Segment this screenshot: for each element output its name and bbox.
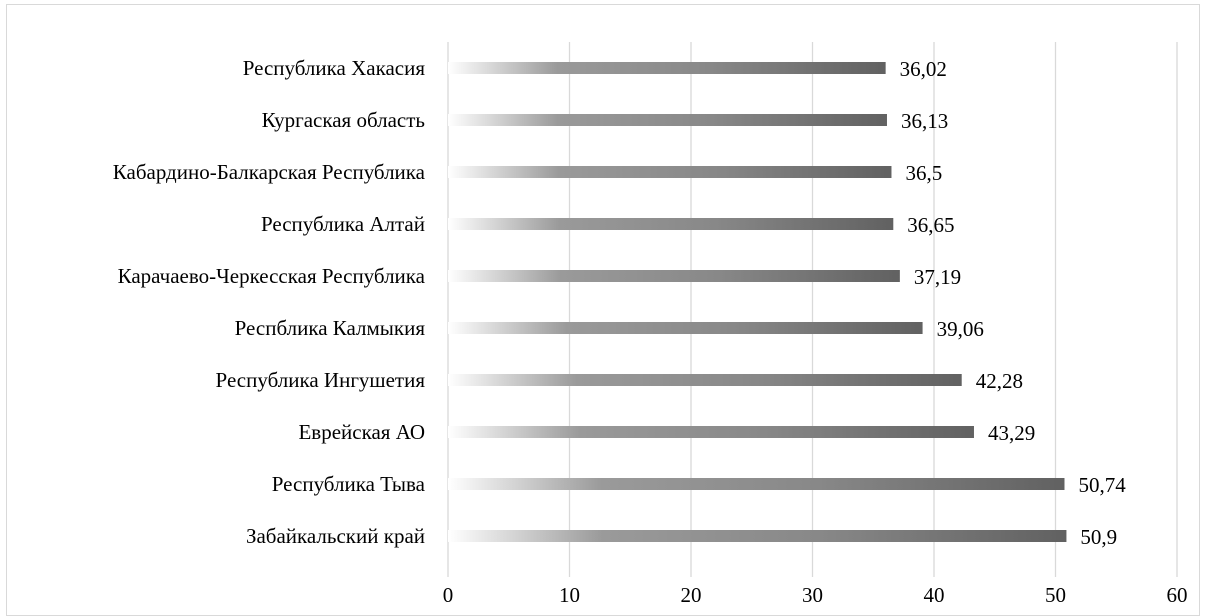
bar [448,374,962,386]
bar [448,218,894,230]
x-tick-label: 40 [924,583,945,607]
chart-frame [6,4,1200,616]
category-label: Еврейская АО [298,420,425,444]
category-label: Республика Алтай [261,212,425,236]
bar [448,478,1065,490]
x-tick-label: 30 [802,583,823,607]
data-label: 43,29 [988,421,1035,445]
x-tick-label: 0 [443,583,454,607]
bar [448,530,1067,542]
x-tick-label: 20 [681,583,702,607]
bar [448,322,923,334]
x-tick-label: 60 [1167,583,1188,607]
bar [448,166,892,178]
category-label: Карачаево-Черкесская Республика [118,264,426,288]
category-label: Кургаская область [262,108,425,132]
category-label: Республика Хакасия [243,56,426,80]
data-label: 50,9 [1080,525,1117,549]
data-label: 36,13 [901,109,948,133]
bar [448,114,887,126]
x-tick-label: 50 [1045,583,1066,607]
data-label: 37,19 [914,265,961,289]
category-label: Республика Тыва [272,472,426,496]
category-label: Республика Ингушетия [216,368,426,392]
data-label: 36,02 [900,57,947,81]
bar [448,270,900,282]
category-label: Забайкальский край [246,524,425,548]
bar [448,426,974,438]
data-label: 39,06 [937,317,984,341]
data-label: 50,74 [1078,473,1126,497]
data-label: 36,65 [907,213,954,237]
category-label: Кабардино-Балкарская Республика [113,160,426,184]
data-label: 36,5 [905,161,942,185]
bar [448,62,886,74]
x-tick-label: 10 [559,583,580,607]
category-label: Респблика Калмыкия [235,316,426,340]
data-label: 42,28 [976,369,1023,393]
